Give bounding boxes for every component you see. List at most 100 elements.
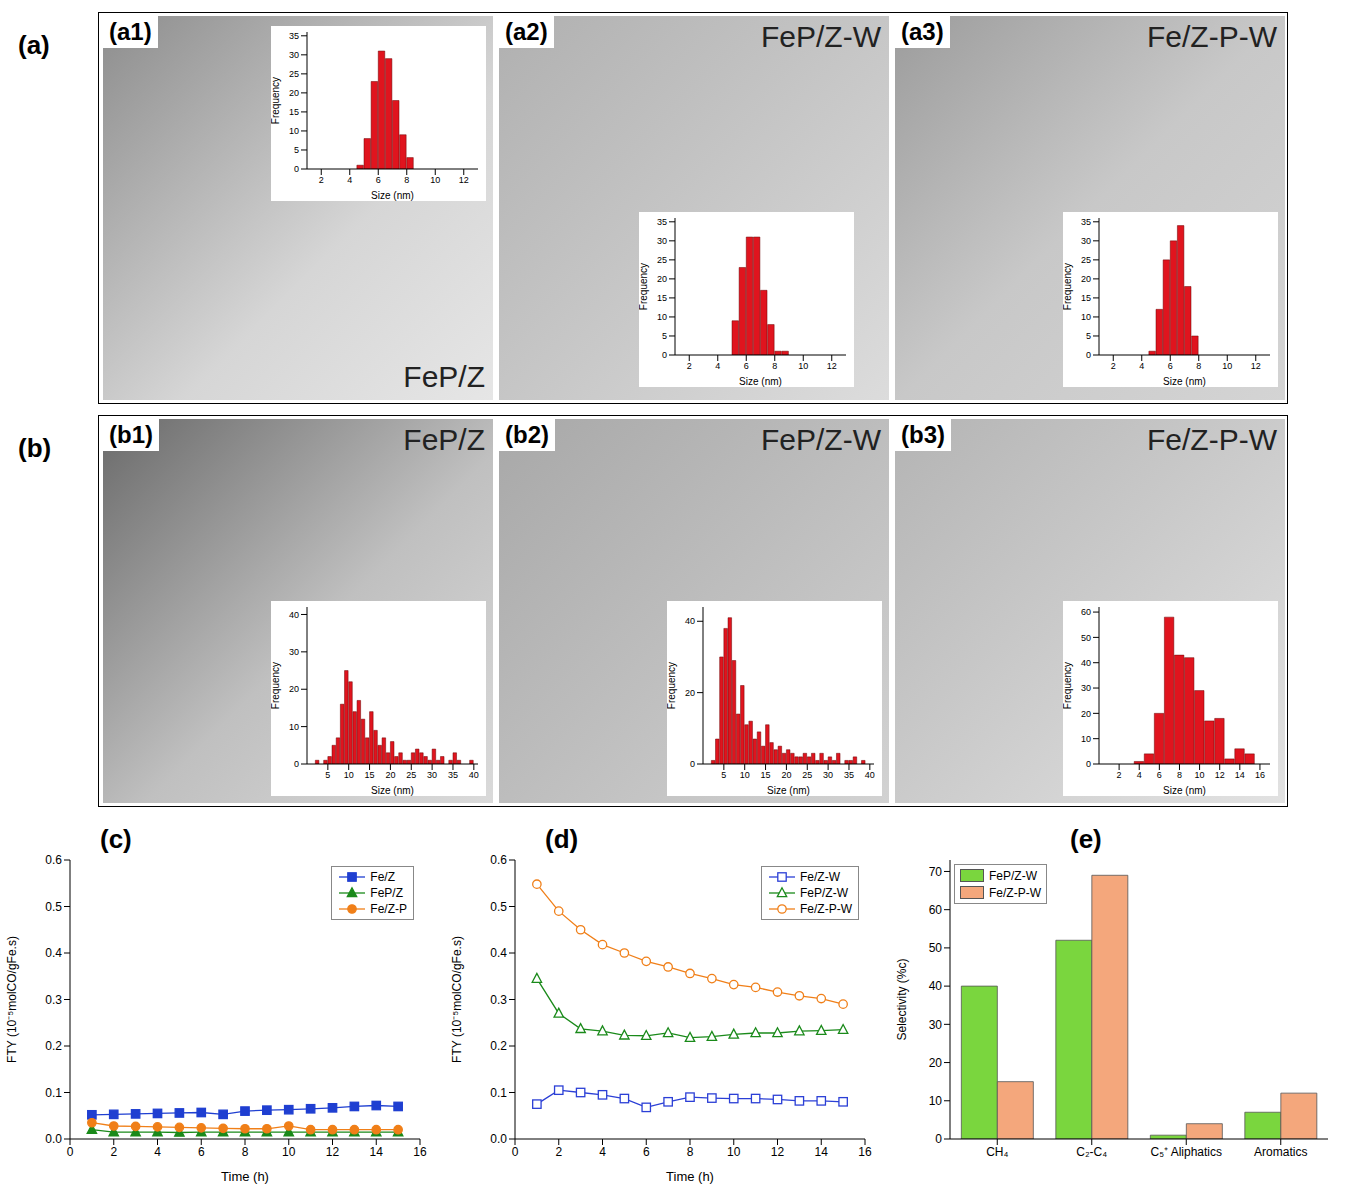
svg-text:2: 2 (1117, 770, 1122, 780)
svg-text:0.1: 0.1 (45, 1086, 62, 1100)
svg-text:15: 15 (657, 293, 667, 303)
svg-text:Aromatics: Aromatics (1254, 1145, 1307, 1159)
svg-text:20: 20 (685, 688, 695, 698)
svg-text:14: 14 (370, 1145, 384, 1159)
svg-text:14: 14 (815, 1145, 829, 1159)
svg-text:2: 2 (319, 175, 324, 185)
svg-text:0: 0 (690, 759, 695, 769)
svg-text:50: 50 (1081, 633, 1091, 643)
svg-text:0.5: 0.5 (490, 900, 507, 914)
svg-text:10: 10 (289, 126, 299, 136)
svg-text:0.2: 0.2 (490, 1039, 507, 1053)
svg-text:15: 15 (1081, 293, 1091, 303)
svg-text:Size (nm): Size (nm) (1163, 785, 1206, 796)
svg-text:Selectivity (%c): Selectivity (%c) (895, 958, 909, 1040)
svg-text:4: 4 (1139, 361, 1144, 371)
svg-text:16: 16 (413, 1145, 427, 1159)
svg-text:0.0: 0.0 (490, 1132, 507, 1146)
svg-text:25: 25 (406, 770, 416, 780)
svg-text:30: 30 (929, 1018, 943, 1032)
svg-text:Frequency: Frequency (1063, 662, 1073, 709)
svg-text:4: 4 (154, 1145, 161, 1159)
svg-text:0.5: 0.5 (45, 900, 62, 914)
svg-text:Size (nm): Size (nm) (767, 785, 810, 796)
svg-text:12: 12 (827, 361, 837, 371)
svg-text:0: 0 (512, 1145, 519, 1159)
svg-text:Size (nm): Size (nm) (739, 376, 782, 387)
svg-text:4: 4 (347, 175, 352, 185)
svg-text:60: 60 (929, 903, 943, 917)
svg-text:12: 12 (1215, 770, 1225, 780)
svg-text:30: 30 (657, 236, 667, 246)
svg-text:35: 35 (1081, 217, 1091, 227)
svg-text:CH₄: CH₄ (986, 1145, 1008, 1159)
svg-text:5: 5 (662, 331, 667, 341)
svg-text:16: 16 (858, 1145, 872, 1159)
svg-text:50: 50 (929, 941, 943, 955)
svg-text:30: 30 (1081, 683, 1091, 693)
svg-text:15: 15 (761, 770, 771, 780)
svg-text:6: 6 (376, 175, 381, 185)
svg-text:8: 8 (404, 175, 409, 185)
svg-text:2: 2 (555, 1145, 562, 1159)
svg-text:0: 0 (294, 759, 299, 769)
svg-text:35: 35 (448, 770, 458, 780)
svg-text:35: 35 (289, 31, 299, 41)
svg-text:0: 0 (935, 1132, 942, 1146)
svg-text:70: 70 (929, 865, 943, 879)
svg-text:5: 5 (294, 145, 299, 155)
svg-text:10: 10 (1222, 361, 1232, 371)
svg-text:Frequency: Frequency (271, 77, 281, 124)
svg-text:0.1: 0.1 (490, 1086, 507, 1100)
svg-text:10: 10 (1195, 770, 1205, 780)
svg-text:10: 10 (740, 770, 750, 780)
svg-text:Size (nm): Size (nm) (371, 785, 414, 796)
svg-text:0.3: 0.3 (490, 993, 507, 1007)
svg-text:20: 20 (1081, 709, 1091, 719)
svg-text:5: 5 (325, 770, 330, 780)
svg-text:6: 6 (1157, 770, 1162, 780)
svg-text:30: 30 (823, 770, 833, 780)
svg-text:C₅⁺ Aliphatics: C₅⁺ Aliphatics (1150, 1145, 1222, 1159)
svg-text:40: 40 (929, 979, 943, 993)
svg-text:2: 2 (687, 361, 692, 371)
svg-text:10: 10 (1081, 734, 1091, 744)
svg-text:40: 40 (1081, 658, 1091, 668)
svg-text:12: 12 (326, 1145, 340, 1159)
svg-text:2: 2 (1111, 361, 1116, 371)
svg-text:10: 10 (344, 770, 354, 780)
svg-text:8: 8 (242, 1145, 249, 1159)
svg-text:Time (h): Time (h) (666, 1169, 714, 1184)
svg-text:25: 25 (1081, 255, 1091, 265)
svg-text:Time (h): Time (h) (221, 1169, 269, 1184)
svg-text:6: 6 (198, 1145, 205, 1159)
svg-text:10: 10 (929, 1094, 943, 1108)
svg-text:16: 16 (1255, 770, 1265, 780)
svg-text:10: 10 (798, 361, 808, 371)
svg-text:0.3: 0.3 (45, 993, 62, 1007)
svg-text:8: 8 (772, 361, 777, 371)
svg-text:FTY (10⁻⁵molCO/gFe.s): FTY (10⁻⁵molCO/gFe.s) (450, 936, 464, 1063)
svg-text:0.0: 0.0 (45, 1132, 62, 1146)
svg-text:5: 5 (721, 770, 726, 780)
svg-text:Frequency: Frequency (667, 662, 677, 709)
svg-text:2: 2 (110, 1145, 117, 1159)
svg-text:40: 40 (469, 770, 479, 780)
svg-text:20: 20 (1081, 274, 1091, 284)
svg-text:C₂-C₄: C₂-C₄ (1076, 1145, 1107, 1159)
svg-text:Size (nm): Size (nm) (1163, 376, 1206, 387)
svg-text:12: 12 (459, 175, 469, 185)
svg-text:10: 10 (430, 175, 440, 185)
svg-text:35: 35 (844, 770, 854, 780)
svg-text:25: 25 (657, 255, 667, 265)
svg-text:30: 30 (289, 647, 299, 657)
svg-text:Frequency: Frequency (271, 662, 281, 709)
svg-text:20: 20 (289, 684, 299, 694)
svg-text:20: 20 (657, 274, 667, 284)
svg-text:4: 4 (1137, 770, 1142, 780)
svg-text:10: 10 (289, 722, 299, 732)
svg-text:0.4: 0.4 (45, 946, 62, 960)
svg-text:10: 10 (282, 1145, 296, 1159)
svg-text:10: 10 (727, 1145, 741, 1159)
svg-text:20: 20 (385, 770, 395, 780)
